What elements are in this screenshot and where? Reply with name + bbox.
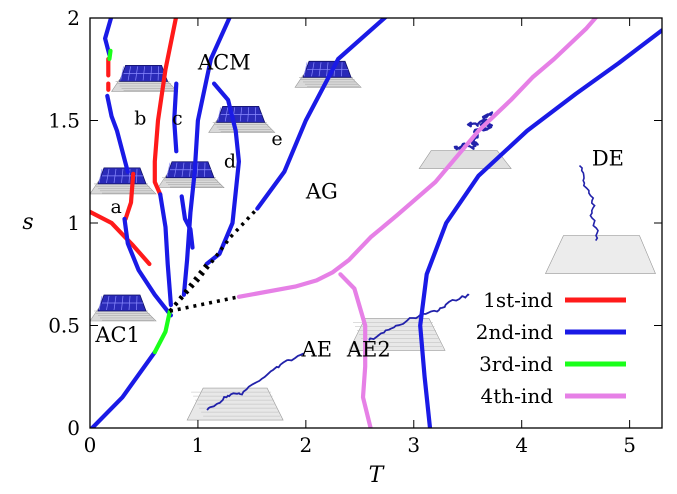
x-tick-label: 0 xyxy=(84,433,97,457)
region-label: AE2 xyxy=(346,337,391,361)
region-label: AC1 xyxy=(94,323,140,347)
transition-lines xyxy=(90,18,662,428)
x-tick-label: 1 xyxy=(192,433,205,457)
transition-line-2nd xyxy=(122,216,173,318)
transition-line-3rd xyxy=(107,48,113,62)
extended-chain-inset xyxy=(186,352,305,421)
y-tick-label: 0 xyxy=(67,416,80,440)
region-label: ACM xyxy=(197,50,251,74)
dense-cluster-inset xyxy=(111,65,179,92)
transition-line-4th xyxy=(338,272,373,428)
transition-line-2nd xyxy=(90,350,157,428)
branch-label: b xyxy=(134,108,146,130)
transition-line-2nd xyxy=(172,81,179,154)
dense-cluster-inset xyxy=(90,167,157,195)
branch-label: e xyxy=(271,128,282,150)
region-labels: ACM AG DE AC1 AE AE2 a b c d e xyxy=(94,50,624,361)
y-axis-label: s xyxy=(22,210,33,235)
legend-label: 4th-ind xyxy=(481,384,554,408)
x-tick-label: 3 xyxy=(407,433,420,457)
dilute-chain-inset xyxy=(544,165,656,274)
transition-line-2nd xyxy=(103,18,114,57)
y-tick-label: 1.5 xyxy=(48,109,80,133)
dotted-transition-line xyxy=(169,295,240,313)
x-tick-label: 5 xyxy=(623,433,636,457)
y-tick-label: 1 xyxy=(67,211,80,235)
legend: 1st-ind 2nd-ind 3rd-ind 4th-ind xyxy=(476,288,626,408)
transition-line-3rd xyxy=(152,309,172,355)
y-tick-label: 2 xyxy=(67,6,80,30)
y-tick-label: 0.5 xyxy=(48,314,80,338)
region-label: AE xyxy=(301,337,333,361)
legend-label: 1st-ind xyxy=(483,288,553,312)
region-label: DE xyxy=(592,147,624,171)
transition-line-1st xyxy=(123,171,136,221)
transition-line-4th xyxy=(236,18,599,299)
transition-line-1st xyxy=(90,209,152,267)
branch-label: a xyxy=(111,196,122,218)
dense-cluster-inset xyxy=(294,60,362,88)
dense-cluster-inset xyxy=(157,161,225,189)
transition-line-2nd xyxy=(418,28,662,428)
branch-label: c xyxy=(172,108,183,130)
x-axis-label: T xyxy=(369,463,386,488)
axis-ticks: 0 1 2 3 4 5 0 0.5 1 1.5 2 xyxy=(48,6,662,457)
dense-cluster-inset xyxy=(90,294,157,322)
x-tick-label: 4 xyxy=(515,433,528,457)
dotted-lines xyxy=(168,207,259,313)
transition-line-2nd xyxy=(158,192,173,308)
transition-line-1st xyxy=(152,18,179,197)
legend-label: 2nd-ind xyxy=(476,320,553,344)
legend-label: 3rd-ind xyxy=(479,352,553,376)
region-label: AG xyxy=(305,179,338,203)
dense-cluster-inset xyxy=(208,106,276,133)
branch-label: d xyxy=(224,151,236,173)
transition-line-2nd xyxy=(255,18,388,211)
transition-line-2nd xyxy=(181,18,232,297)
x-tick-label: 2 xyxy=(299,433,312,457)
transition-line-2nd xyxy=(105,93,130,174)
